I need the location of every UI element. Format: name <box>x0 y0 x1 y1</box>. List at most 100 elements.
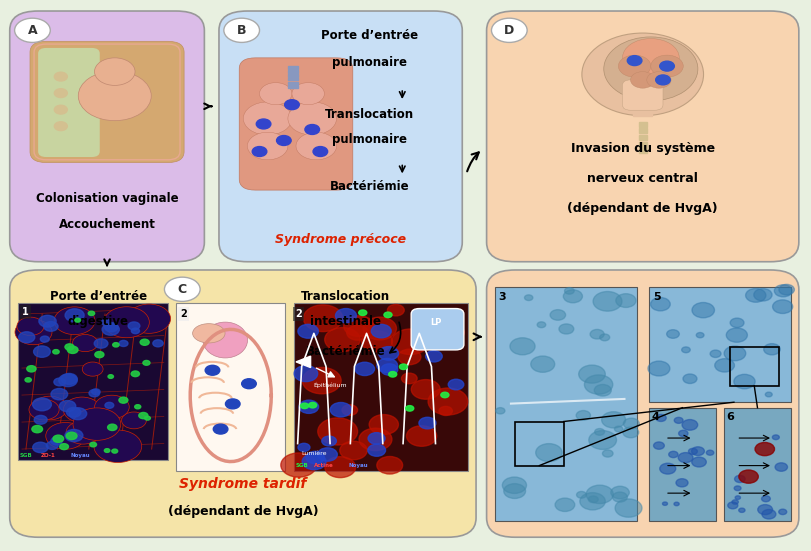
Circle shape <box>105 322 118 332</box>
Circle shape <box>131 371 139 377</box>
Circle shape <box>384 312 392 317</box>
Circle shape <box>618 55 650 77</box>
FancyBboxPatch shape <box>623 80 663 110</box>
Circle shape <box>32 425 42 433</box>
Circle shape <box>94 430 142 462</box>
Bar <box>724 408 791 521</box>
Circle shape <box>60 444 68 450</box>
Circle shape <box>75 318 80 322</box>
FancyArrowPatch shape <box>390 322 401 353</box>
Text: D: D <box>504 24 514 37</box>
Circle shape <box>504 484 526 499</box>
Circle shape <box>285 100 299 110</box>
Circle shape <box>344 316 374 337</box>
Text: Épithélium: Épithélium <box>314 382 347 388</box>
Text: Porte d’entrée: Porte d’entrée <box>321 29 418 41</box>
Circle shape <box>491 18 527 42</box>
Circle shape <box>555 498 575 511</box>
Circle shape <box>90 442 97 447</box>
Text: digestive: digestive <box>68 315 129 328</box>
Text: Syndrome tardif: Syndrome tardif <box>179 477 307 490</box>
Circle shape <box>54 89 67 98</box>
Circle shape <box>755 442 775 456</box>
Text: 2: 2 <box>180 309 187 319</box>
Circle shape <box>225 399 240 409</box>
Circle shape <box>772 435 779 440</box>
Circle shape <box>363 317 397 340</box>
Circle shape <box>73 408 121 440</box>
Circle shape <box>65 429 83 441</box>
Circle shape <box>585 375 613 394</box>
Circle shape <box>205 365 220 375</box>
Circle shape <box>53 435 63 442</box>
Circle shape <box>95 395 129 419</box>
Bar <box>288 66 298 69</box>
Circle shape <box>324 327 360 352</box>
Circle shape <box>108 424 117 430</box>
Circle shape <box>623 427 639 437</box>
Circle shape <box>242 379 256 388</box>
Text: Translocation: Translocation <box>301 290 390 303</box>
Circle shape <box>17 317 44 336</box>
Circle shape <box>660 61 675 71</box>
Circle shape <box>766 392 772 397</box>
Circle shape <box>577 491 586 498</box>
Circle shape <box>730 318 744 327</box>
Circle shape <box>305 125 320 134</box>
Circle shape <box>94 419 115 433</box>
Circle shape <box>105 402 114 408</box>
Circle shape <box>593 291 622 311</box>
Circle shape <box>398 349 421 365</box>
Circle shape <box>25 378 32 382</box>
Circle shape <box>336 309 356 323</box>
Circle shape <box>309 402 317 408</box>
Circle shape <box>576 410 590 420</box>
Circle shape <box>59 401 75 412</box>
Circle shape <box>292 83 324 105</box>
Circle shape <box>779 509 787 515</box>
Circle shape <box>525 295 533 300</box>
Bar <box>649 408 716 521</box>
Circle shape <box>252 147 267 156</box>
Circle shape <box>140 339 149 345</box>
Circle shape <box>734 486 741 490</box>
Circle shape <box>51 388 67 400</box>
Circle shape <box>72 334 98 352</box>
Circle shape <box>104 307 149 338</box>
Circle shape <box>144 416 150 420</box>
Text: nerveux central: nerveux central <box>587 172 698 185</box>
Circle shape <box>139 413 148 419</box>
Circle shape <box>67 421 100 444</box>
Circle shape <box>530 356 555 372</box>
Circle shape <box>53 349 59 354</box>
Circle shape <box>682 347 690 353</box>
Circle shape <box>32 398 51 411</box>
Circle shape <box>753 289 772 301</box>
Circle shape <box>318 448 337 461</box>
Text: A: A <box>28 24 37 37</box>
Circle shape <box>388 371 397 377</box>
Circle shape <box>381 364 397 375</box>
Circle shape <box>599 334 610 341</box>
Circle shape <box>676 479 688 487</box>
Text: intestinale: intestinale <box>310 315 381 328</box>
Circle shape <box>296 132 337 160</box>
Circle shape <box>674 502 679 506</box>
Circle shape <box>294 366 318 382</box>
Circle shape <box>647 72 672 88</box>
Text: Translocation: Translocation <box>325 109 414 121</box>
Circle shape <box>426 350 442 362</box>
Circle shape <box>537 322 546 328</box>
Circle shape <box>724 346 746 361</box>
Text: Bactériémie: Bactériémie <box>306 345 385 358</box>
Circle shape <box>355 362 375 376</box>
Circle shape <box>113 343 119 347</box>
Circle shape <box>689 449 697 455</box>
Text: Invasion du système: Invasion du système <box>571 142 714 154</box>
Circle shape <box>44 322 58 331</box>
Circle shape <box>444 325 465 339</box>
Circle shape <box>603 450 613 457</box>
Circle shape <box>54 307 95 334</box>
Circle shape <box>757 505 773 515</box>
FancyBboxPatch shape <box>239 58 353 190</box>
